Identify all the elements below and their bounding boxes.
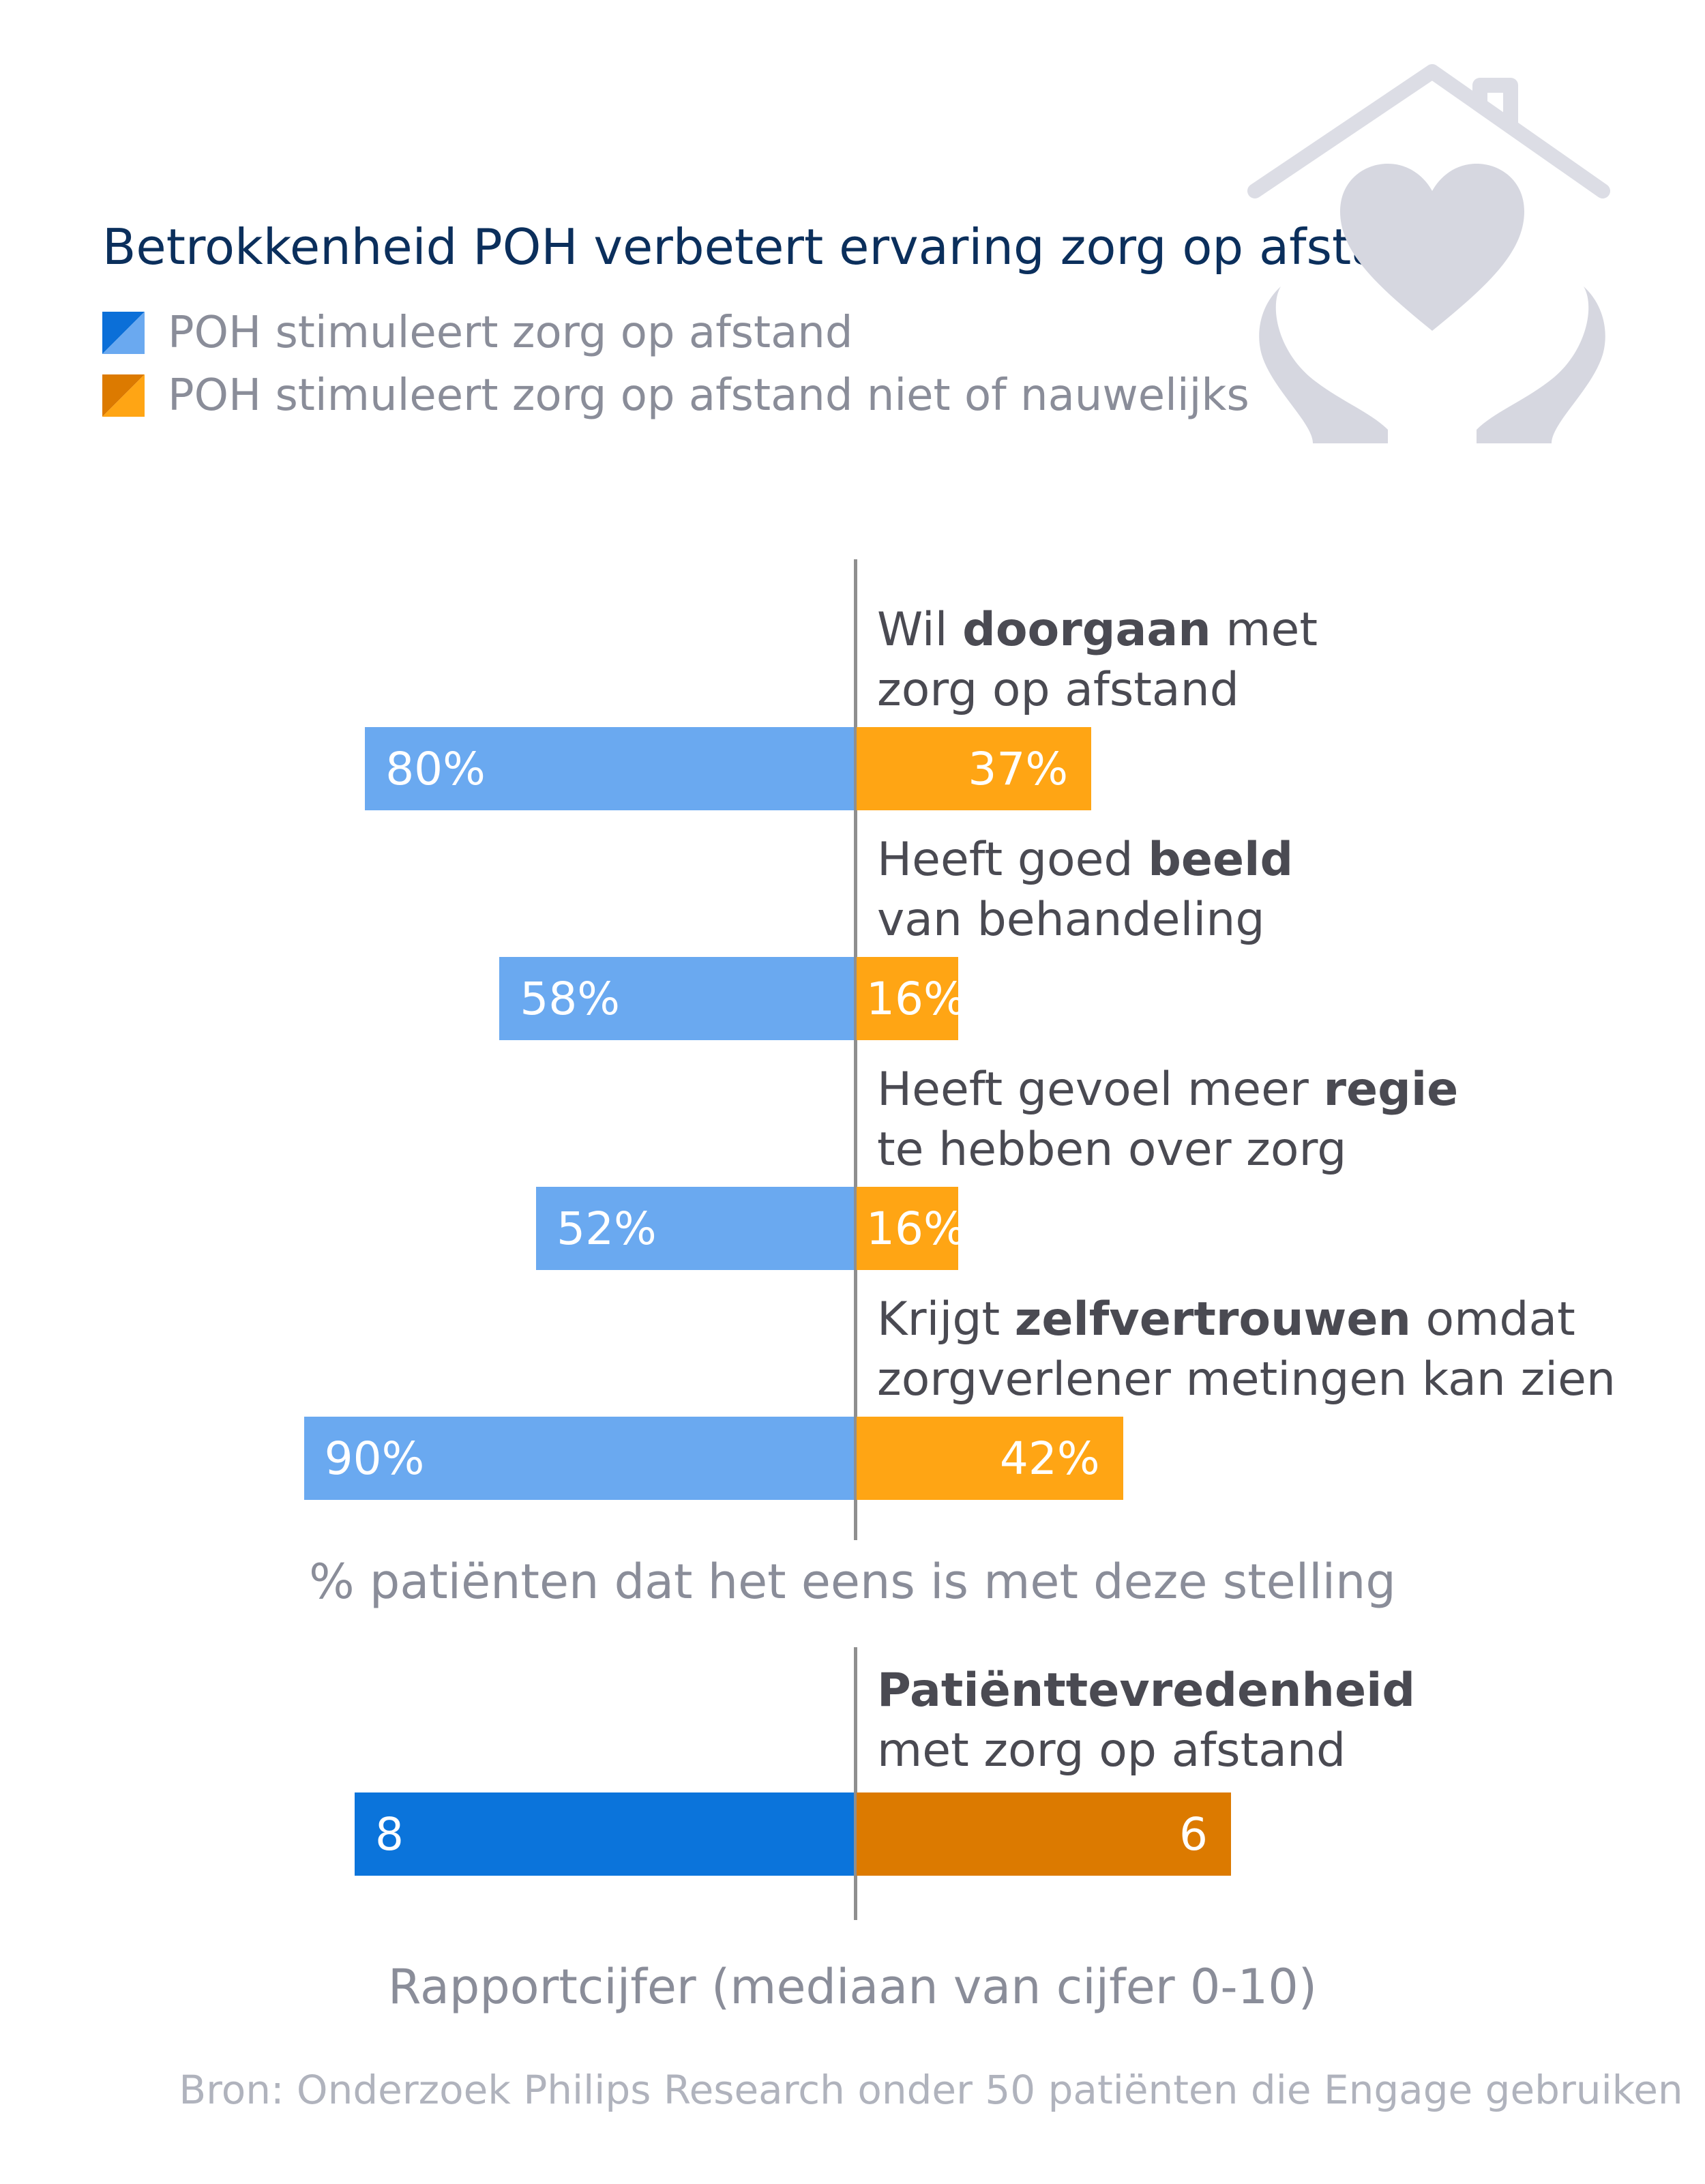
bar-tevredenheid-orange: 6 xyxy=(857,1792,1231,1876)
statement-tevredenheid: Patiënttevredenheid met zorg op afstand xyxy=(877,1664,1416,1777)
legend-item-orange: POH stimuleert zorg op afstand niet of n… xyxy=(102,368,1249,423)
statement-beeld: Heeft goed beeld van behandeling xyxy=(877,833,1294,947)
legend-label-orange: POH stimuleert zorg op afstand niet of n… xyxy=(168,370,1249,421)
legend-swatch-blue xyxy=(102,312,145,354)
bar-regie-blue: 52% xyxy=(536,1187,854,1270)
statement-zelfvertrouwen: Krijgt zelfvertrouwen omdat zorgverlener… xyxy=(877,1293,1616,1406)
bar-beeld-blue: 58% xyxy=(499,957,854,1040)
legend-item-blue: POH stimuleert zorg op afstand xyxy=(102,306,853,360)
x-axis-label-percent: % patiënten dat het eens is met deze ste… xyxy=(309,1554,1396,1610)
bar-regie-orange: 16% xyxy=(857,1187,966,1270)
zero-axis-line-1 xyxy=(854,559,857,1540)
chart-title: Betrokkenheid POH verbetert ervaring zor… xyxy=(102,218,1444,276)
bar-zelfvertrouwen-blue: 90% xyxy=(303,1417,854,1500)
statement-regie: Heeft gevoel meer regie te hebben over z… xyxy=(877,1063,1459,1177)
statement-doorgaan: Wil doorgaan met zorg op afstand xyxy=(877,603,1318,717)
source-note: Bron: Onderzoek Philips Research onder 5… xyxy=(179,2067,1683,2113)
zero-axis-line-2 xyxy=(854,1647,857,1920)
legend-label-blue: POH stimuleert zorg op afstand xyxy=(168,308,853,358)
legend-swatch-orange xyxy=(102,374,145,417)
x-axis-label-rapportcijfer: Rapportcijfer (mediaan van cijfer 0-10) xyxy=(387,1959,1318,2015)
house-heart-hands-icon xyxy=(1247,64,1610,443)
bar-zelfvertrouwen-orange: 42% xyxy=(857,1417,1123,1500)
bar-beeld-orange: 16% xyxy=(857,957,966,1040)
bar-doorgaan-blue: 80% xyxy=(365,727,854,810)
bar-doorgaan-orange: 37% xyxy=(857,727,1092,810)
bar-tevredenheid-blue: 8 xyxy=(355,1792,854,1876)
